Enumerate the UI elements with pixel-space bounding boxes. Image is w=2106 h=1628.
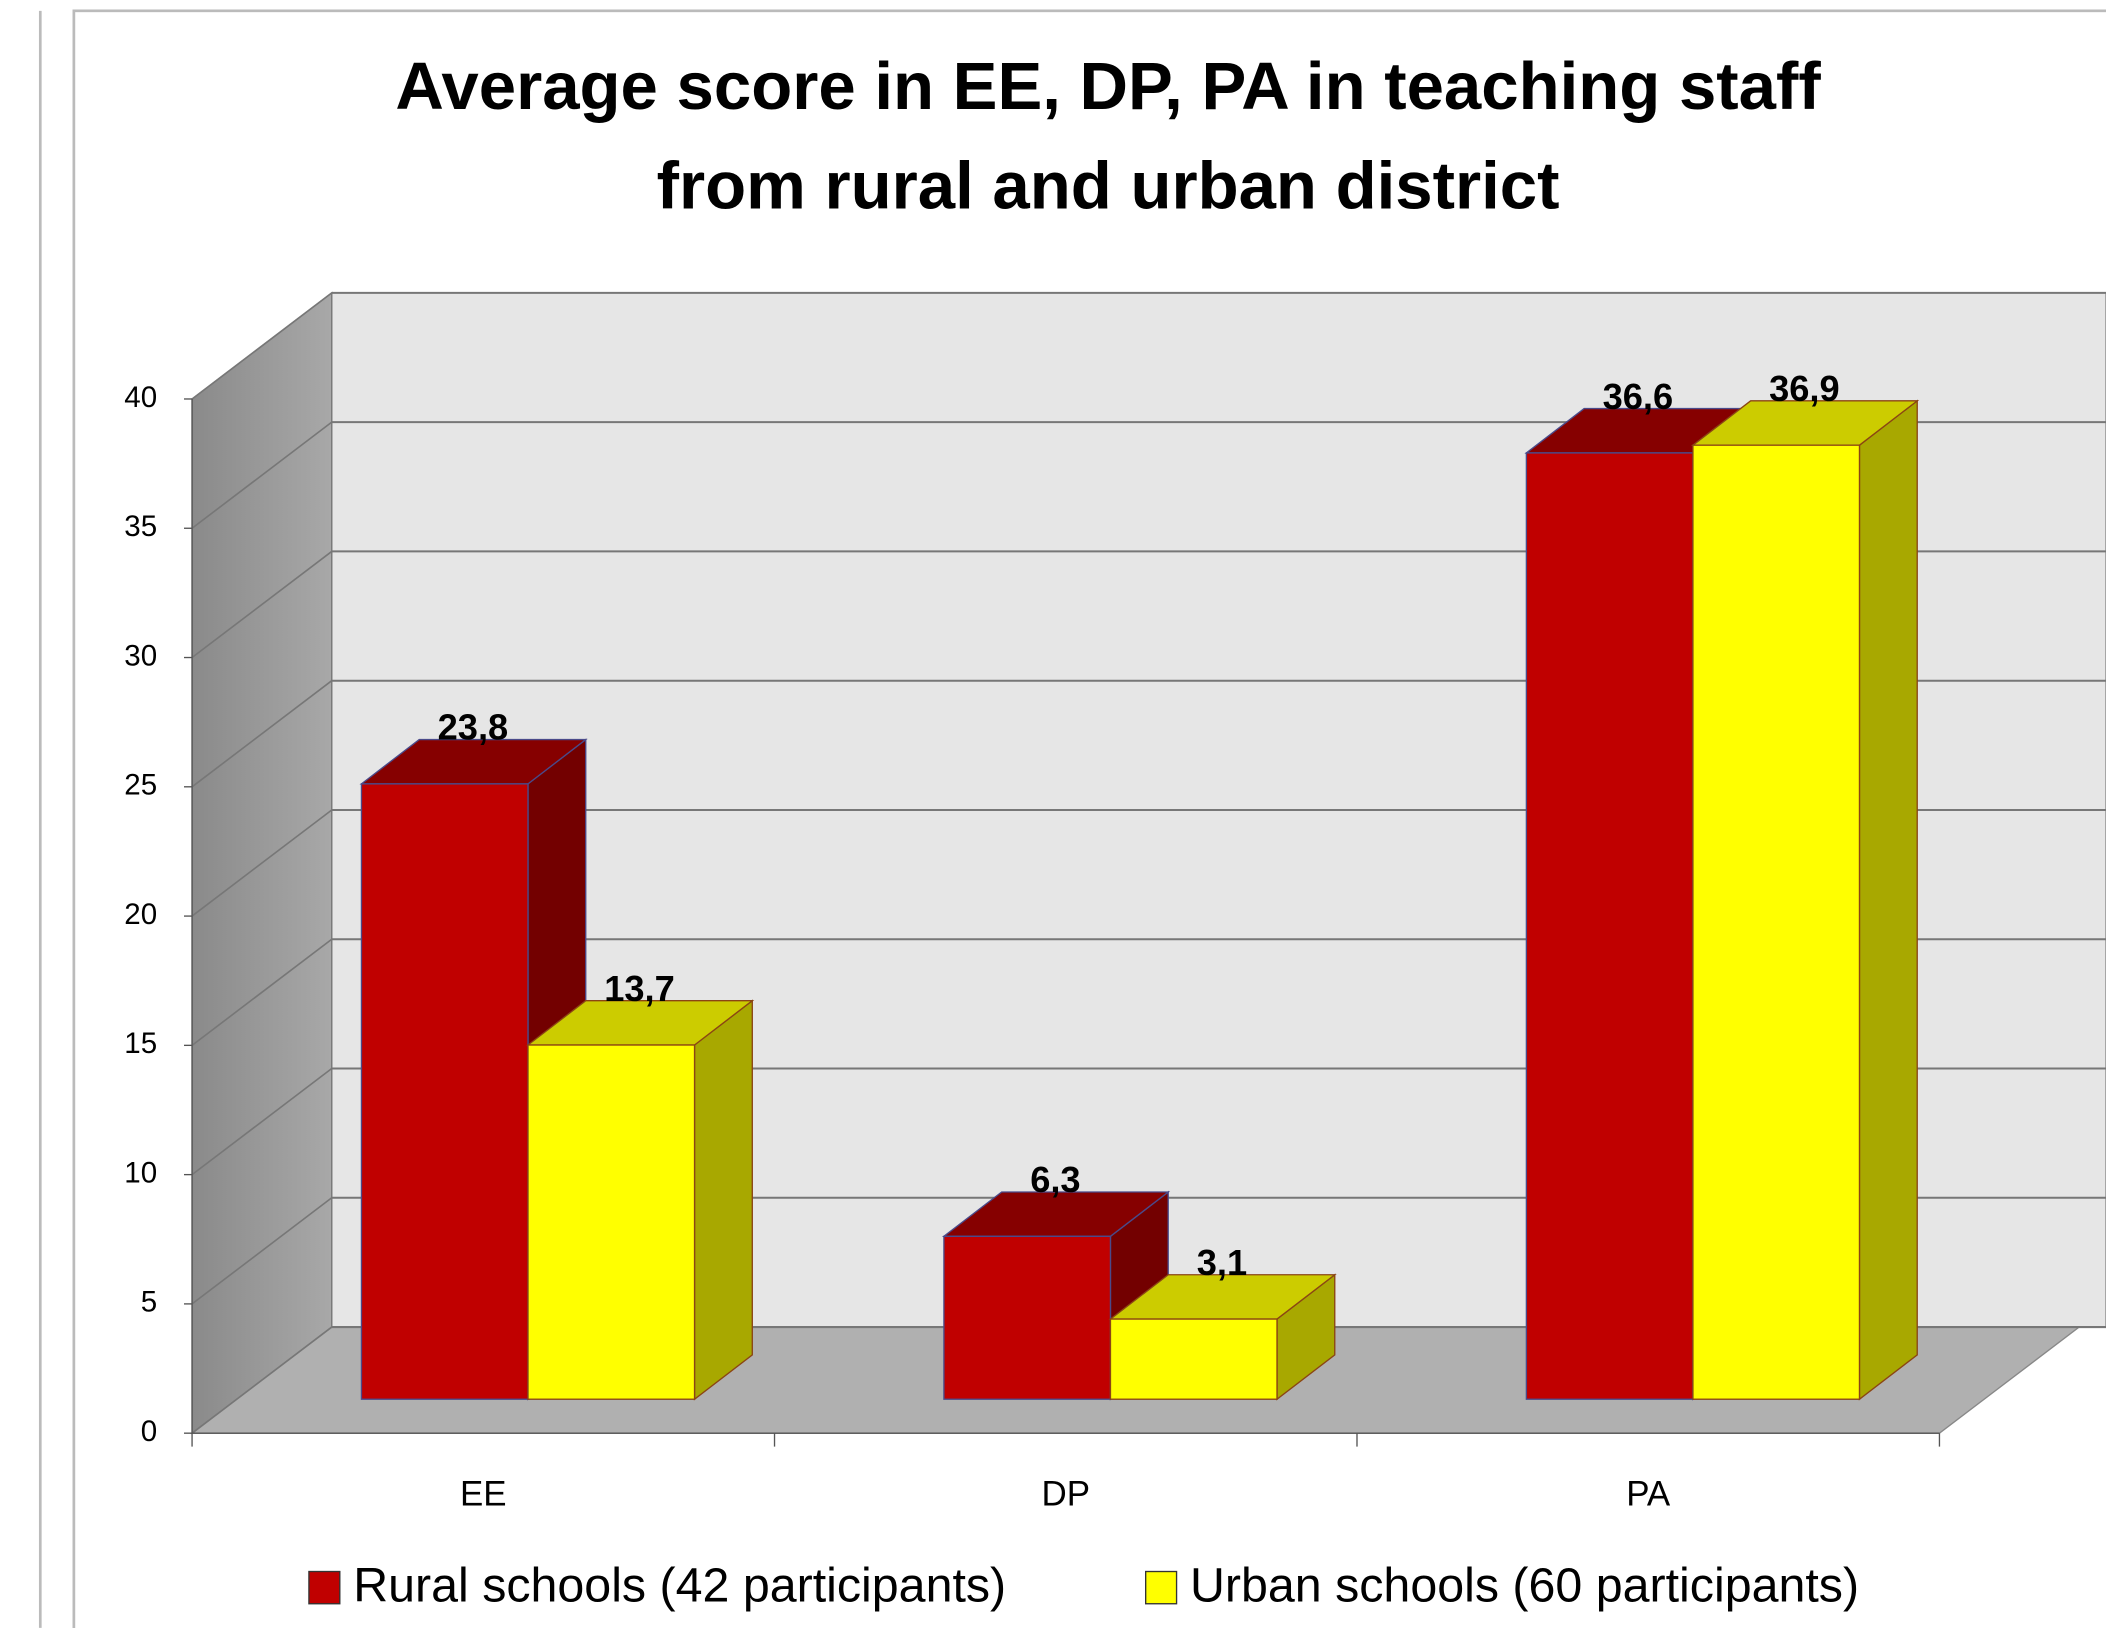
grid-line: [191, 550, 333, 659]
bar: [526, 999, 755, 1401]
y-tick-label: 10: [124, 1156, 157, 1189]
bar-side: [1858, 399, 1918, 1401]
grid-line: [191, 292, 333, 400]
y-tick-label: 40: [124, 381, 157, 414]
bar-front: [943, 1235, 1112, 1400]
grid-line: [191, 1197, 333, 1305]
grid-line: [191, 680, 333, 788]
legend-label: Rural schools (42 participants): [353, 1559, 1006, 1613]
chart-frame: [72, 9, 2106, 1628]
grid-line: [191, 809, 333, 917]
data-label: 36,9: [1769, 368, 1840, 409]
x-tick-label: PA: [1626, 1475, 1671, 1514]
bar: [1108, 1273, 1337, 1401]
y-tick-label: 20: [124, 898, 157, 931]
legend-label: Urban schools (60 participants): [1190, 1559, 1859, 1613]
chart-title: from rural and urban district: [657, 149, 1560, 224]
legend-swatch: [308, 1570, 341, 1605]
y-tick-label: 30: [124, 639, 157, 672]
grid-line: [191, 1067, 333, 1176]
data-label: 23,8: [438, 707, 509, 748]
data-label: 3,1: [1197, 1242, 1247, 1283]
x-tick-label: EE: [460, 1475, 507, 1514]
bar-front: [360, 783, 529, 1400]
y-tick-label: 5: [141, 1286, 157, 1319]
data-label: 36,6: [1603, 376, 1674, 417]
y-tick-label: 35: [124, 510, 157, 543]
y-tick-label: 15: [124, 1027, 157, 1060]
plot-area: Average score in EE, DP, PA in teaching …: [124, 49, 2106, 1613]
x-tick-label: DP: [1042, 1475, 1091, 1514]
bar-front: [1525, 452, 1694, 1400]
grid-line: [191, 1326, 333, 1434]
y-tick-label: 0: [141, 1415, 157, 1448]
y-tick-label: 25: [124, 769, 157, 802]
bar-front: [1692, 444, 1861, 1400]
bar-side: [693, 999, 753, 1401]
chart-title: Average score in EE, DP, PA in teaching …: [395, 49, 1821, 124]
bar-front: [1109, 1318, 1278, 1400]
legend-swatch: [1145, 1570, 1178, 1605]
grid-line: [191, 421, 333, 529]
bar-front: [527, 1044, 696, 1400]
data-label: 6,3: [1030, 1159, 1080, 1200]
data-label: 13,7: [604, 968, 675, 1009]
bar: [1690, 399, 1920, 1401]
grid-line: [191, 938, 333, 1046]
